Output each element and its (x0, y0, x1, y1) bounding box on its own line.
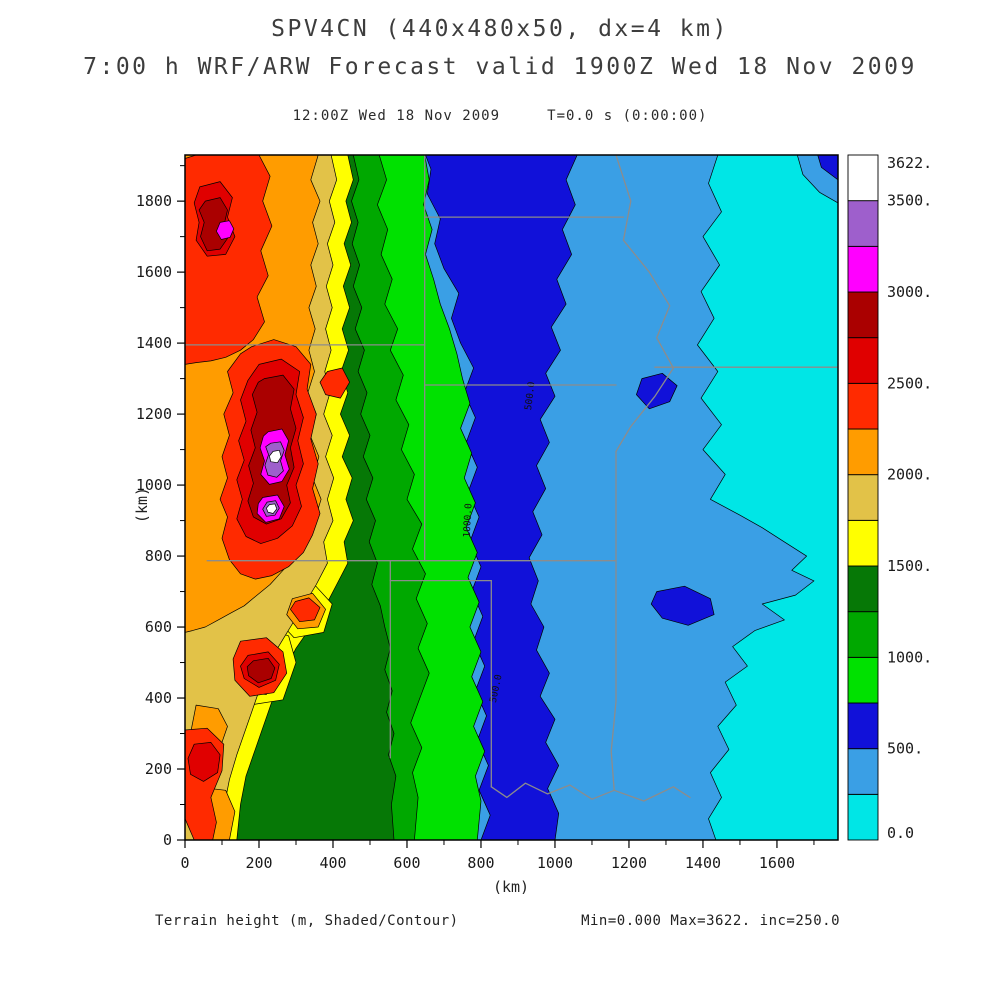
y-tick-label: 0 (163, 831, 172, 849)
state-borders (185, 155, 838, 802)
state-border-line (615, 155, 675, 453)
terrain-band-ge-500m (817, 155, 838, 181)
colorbar-tick-label: 3500. (887, 192, 932, 210)
y-tick-label: 400 (145, 689, 172, 707)
colorbar-tick-label: 0.0 (887, 824, 914, 842)
colorbar-segment-2500m (847, 337, 879, 384)
colorbar-segment-500m (847, 702, 879, 750)
terrain-band-ge-3000m (216, 220, 235, 240)
terrain-band-ge-2500m (187, 742, 221, 782)
state-border-line (490, 782, 691, 802)
colorbar-segment-2250m (847, 382, 879, 430)
contour-value-label: 500.0 (523, 381, 537, 411)
colorbar-segment-250m (847, 748, 879, 795)
terrain-band-ge-500m (650, 585, 715, 626)
colorbar-segment-1250m (847, 565, 879, 613)
plot-title-line2: 7:00 h WRF/ARW Forecast valid 1900Z Wed … (83, 54, 917, 80)
colorbar-tick-label: 2500. (887, 374, 932, 392)
colorbar-segment-0m (847, 793, 879, 841)
colorbar-segment-2750m (847, 291, 879, 339)
contour-value-label: 1000.0 (462, 503, 475, 538)
colorbar-segment-3000m (847, 245, 879, 293)
y-tick-label: 1800 (136, 192, 172, 210)
x-tick-label: 0 (180, 854, 189, 872)
axis-ticks: 0 200 400 600 800 1000 1200 1400 1600 0 200 400 600 8… (136, 165, 815, 872)
terrain-band-ge-2250m (290, 597, 321, 623)
footer-field-label: Terrain height (m, Shaded/Contour) (155, 913, 459, 929)
plot-subtitle-time: 12:00Z Wed 18 Nov 2009 T=0.0 s (0:00:00) (292, 108, 708, 124)
colorbar-segment-3250m (847, 200, 879, 247)
x-axis-unit-label: (km) (493, 878, 529, 896)
plot-frame (184, 154, 839, 841)
state-border-line (610, 450, 617, 791)
plot-title-line1: SPV4CN (440x480x50, dx=4 km) (271, 16, 729, 42)
x-tick-label: 1200 (611, 854, 647, 872)
colorbar-segment-2000m (847, 428, 879, 476)
y-tick-label: 1600 (136, 263, 172, 281)
y-axis-unit-label: (km) (133, 487, 151, 523)
colorbar-tick-label: 1500. (887, 557, 932, 575)
y-tick-label: 800 (145, 547, 172, 565)
colorbar-tick-label: 3622. (887, 154, 932, 172)
x-tick-label: 600 (393, 854, 420, 872)
colorbar-tick-label: 1000. (887, 648, 932, 666)
y-tick-label: 1000 (136, 476, 172, 494)
colorbar-tick-label: 2000. (887, 466, 932, 484)
colorbar-segment-3500m (847, 154, 879, 202)
x-tick-label: 1400 (685, 854, 721, 872)
terrain-band-ge-3500m (269, 449, 282, 464)
terrain-band-ge-3500m (266, 503, 278, 514)
x-tick-label: 1000 (537, 854, 573, 872)
y-tick-label: 600 (145, 618, 172, 636)
y-tick-label: 1200 (136, 405, 172, 423)
y-tick-label: 1400 (136, 334, 172, 352)
colorbar: 3622. 3500. 3000. 2500. 2000. 1500. 1000. 500. 0… (847, 154, 932, 842)
colorbar-segment-1750m (847, 474, 879, 521)
x-tick-label: 400 (319, 854, 346, 872)
colorbar-segment-1000m (847, 611, 879, 658)
colorbar-segment-750m (847, 656, 879, 704)
terrain-band-ge-500m (636, 372, 678, 410)
x-tick-label: 1600 (759, 854, 795, 872)
colorbar-tick-label: 3000. (887, 283, 932, 301)
footer-minmax-label: Min=0.000 Max=3622. inc=250.0 (581, 913, 840, 929)
x-tick-label: 200 (245, 854, 272, 872)
x-tick-label: 800 (467, 854, 494, 872)
terrain-band-ge-2250m (319, 367, 350, 399)
colorbar-tick-label: 500. (887, 740, 923, 758)
terrain-fill-regions (185, 155, 838, 840)
colorbar-segment-1500m (847, 519, 879, 567)
y-tick-label: 200 (145, 760, 172, 778)
terrain-band-ge-2750m (246, 657, 276, 684)
